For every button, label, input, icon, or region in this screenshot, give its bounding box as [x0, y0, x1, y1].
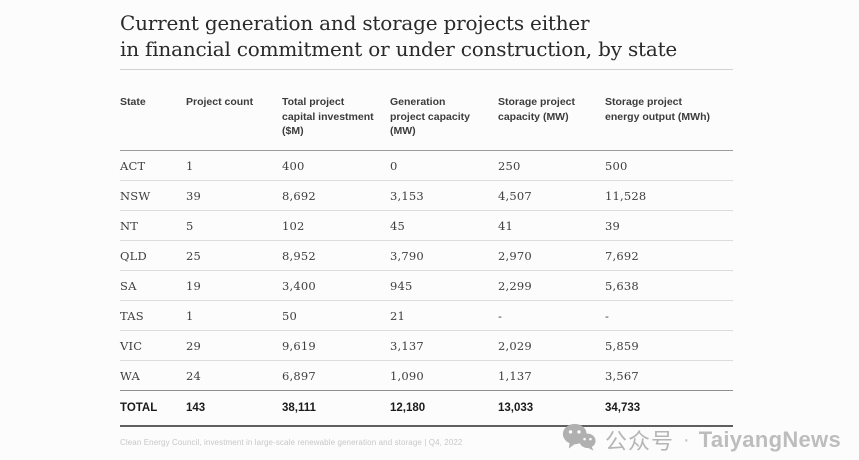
cell-storage-mw: 41 [498, 218, 514, 233]
source-footnote: Clean Energy Council, investment in larg… [120, 438, 463, 447]
cell-storage-mwh: 3,567 [605, 368, 639, 383]
table-row-total: TOTAL 143 38,111 12,180 13,033 34,733 [120, 391, 733, 428]
page-title-line1: Current generation and storage projects … [120, 11, 590, 35]
cell-capital: 9,619 [282, 338, 316, 353]
cell-state: WA [120, 368, 140, 383]
cell-state: NSW [120, 188, 151, 203]
watermark-separator: · [683, 428, 690, 451]
cell-storage-mwh: 5,859 [605, 338, 639, 353]
title-divider [120, 69, 733, 70]
cell-capital: 8,952 [282, 248, 316, 263]
cell-storage-mw: 2,970 [498, 248, 532, 263]
cell-generation: 45 [390, 218, 406, 233]
cell-storage-mwh: 5,638 [605, 278, 639, 293]
cell-project-count: 5 [186, 218, 194, 233]
page-title: Current generation and storage projects … [120, 10, 677, 63]
cell-generation: 3,137 [390, 338, 424, 353]
cell-capital: 400 [282, 158, 305, 173]
cell-storage-mw: 1,137 [498, 368, 532, 383]
table-row-vic: VIC 29 9,619 3,137 2,029 5,859 [120, 331, 733, 362]
cell-storage-mwh: 11,528 [605, 188, 647, 203]
cell-storage-mwh: 34,733 [605, 402, 641, 415]
cell-storage-mwh: - [605, 308, 610, 323]
table-row-qld: QLD 25 8,952 3,790 2,970 7,692 [120, 241, 733, 272]
watermark-label: 公众号 [605, 429, 675, 454]
cell-capital: 3,400 [282, 278, 316, 293]
table-row-nt: NT 5 102 45 41 39 [120, 211, 733, 242]
cell-capital: 6,897 [282, 368, 316, 383]
cell-project-count: 25 [186, 248, 202, 263]
cell-generation: 0 [390, 158, 398, 173]
cell-project-count: 19 [186, 278, 202, 293]
table-row-act: ACT 1 400 0 250 500 [120, 151, 733, 182]
wechat-watermark: 公众号 · TaiyangNews [562, 423, 841, 457]
cell-storage-mwh: 7,692 [605, 248, 639, 263]
cell-storage-mw: - [498, 308, 503, 323]
cell-generation: 21 [390, 308, 406, 323]
cell-storage-mw: 2,299 [498, 278, 532, 293]
table-row-sa: SA 19 3,400 945 2,299 5,638 [120, 271, 733, 302]
cell-state: SA [120, 278, 137, 293]
cell-storage-mw: 250 [498, 158, 521, 173]
cell-state: TAS [120, 308, 144, 323]
column-header-state: State [120, 96, 146, 108]
cell-state: VIC [120, 338, 143, 353]
cell-project-count: 24 [186, 368, 202, 383]
projects-table: State Project count Total project capita… [120, 86, 733, 428]
cell-storage-mw: 4,507 [498, 188, 532, 203]
cell-generation: 3,790 [390, 248, 424, 263]
column-header-storage-capacity: Storage project capacity (MW) [498, 96, 576, 123]
cell-capital: 8,692 [282, 188, 316, 203]
cell-project-count: 39 [186, 188, 202, 203]
column-header-generation-capacity: Generation project capacity (MW) [390, 96, 470, 138]
cell-generation: 945 [390, 278, 413, 293]
cell-state: ACT [120, 158, 146, 173]
cell-project-count: 1 [186, 308, 194, 323]
cell-capital: 102 [282, 218, 305, 233]
cell-storage-mw: 2,029 [498, 338, 532, 353]
column-header-capital-investment: Total project capital investment ($M) [282, 96, 374, 138]
cell-project-count: 29 [186, 338, 202, 353]
table-row-tas: TAS 1 50 21 - - [120, 301, 733, 332]
cell-generation: 12,180 [390, 402, 426, 415]
column-header-storage-output: Storage project energy output (MWh) [605, 96, 710, 123]
cell-storage-mw: 13,033 [498, 402, 534, 415]
table-header-row: State Project count Total project capita… [120, 86, 733, 152]
cell-state: QLD [120, 248, 147, 263]
cell-capital: 50 [282, 308, 298, 323]
table-row-wa: WA 24 6,897 1,090 1,137 3,567 [120, 361, 733, 392]
cell-storage-mwh: 500 [605, 158, 628, 173]
watermark-brand: TaiyangNews [698, 427, 841, 452]
table-row-nsw: NSW 39 8,692 3,153 4,507 11,528 [120, 181, 733, 212]
column-header-project-count: Project count [186, 96, 254, 108]
cell-generation: 3,153 [390, 188, 424, 203]
page-title-line2: in financial commitment or under constru… [120, 37, 678, 62]
wechat-icon [562, 423, 596, 457]
cell-project-count: 1 [186, 158, 194, 173]
cell-state: TOTAL [120, 402, 158, 415]
cell-project-count: 143 [186, 402, 206, 415]
cell-storage-mwh: 39 [605, 218, 621, 233]
cell-state: NT [120, 218, 139, 233]
cell-generation: 1,090 [390, 368, 424, 383]
cell-capital: 38,111 [282, 402, 316, 415]
